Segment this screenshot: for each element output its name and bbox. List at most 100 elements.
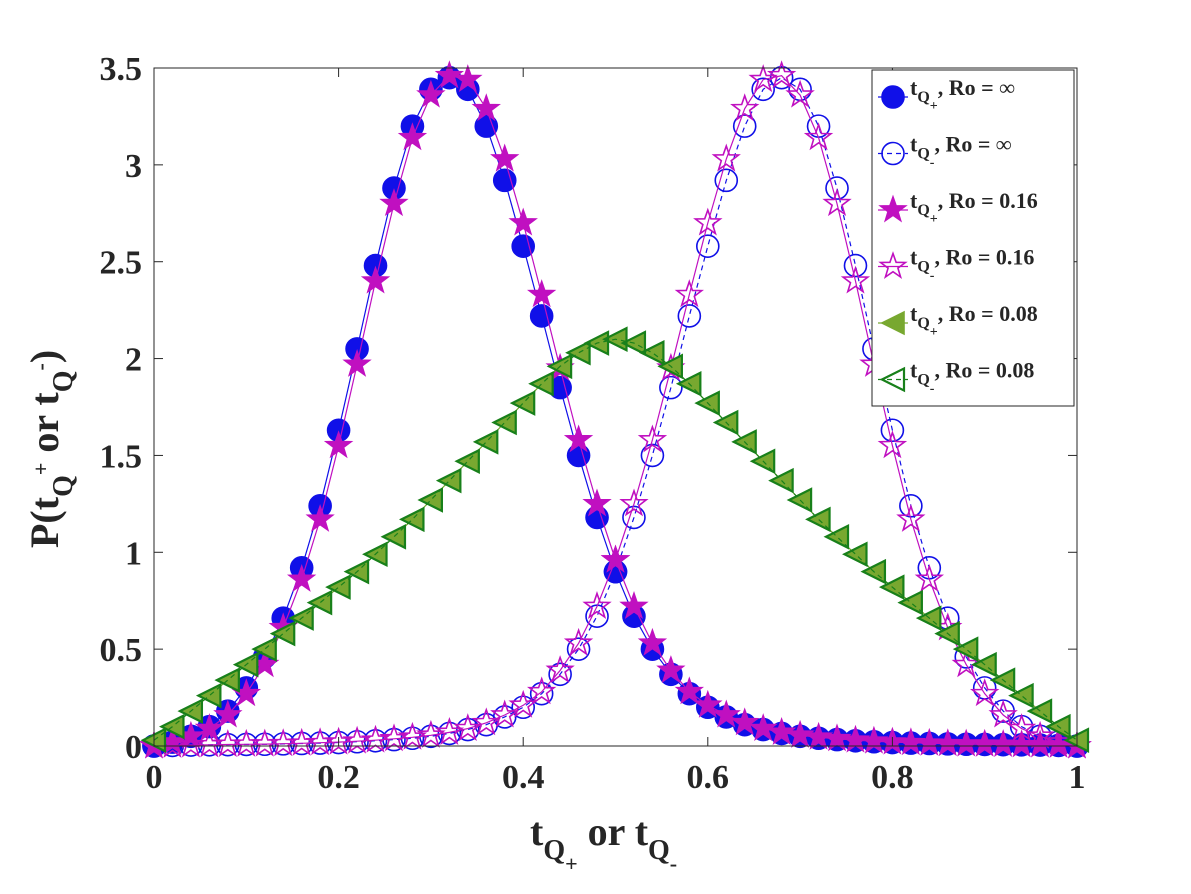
legend-items: tQ+, Ro = ∞tQ-, Ro = ∞tQ+, Ro = 0.16tQ-,… [878, 75, 1038, 397]
series-2-point [714, 168, 739, 193]
y-label-main: P(t [22, 496, 67, 548]
series-4-point [637, 424, 668, 453]
series-4-point [914, 563, 945, 592]
series-4-point [490, 699, 520, 728]
series-6-point [380, 524, 407, 550]
series-6-point [214, 667, 240, 693]
series-4-point [453, 713, 483, 742]
legend-label-sub: Q [917, 259, 929, 276]
y-label-sup-2: - [28, 363, 53, 370]
legend-marker [881, 85, 905, 109]
x-tick-label: 0.2 [317, 759, 360, 796]
series-3-point [619, 591, 649, 619]
series-2-point [843, 253, 868, 278]
series-6-point [878, 574, 905, 600]
legend: tQ+, Ro = ∞tQ-, Ro = ∞tQ+, Ro = 0.16tQ-,… [871, 69, 1075, 407]
legend-marker [878, 194, 908, 223]
y-tick-label: 2 [125, 342, 142, 379]
legend-label-rest: , Ro = 0.08 [938, 301, 1038, 326]
legend-label-sub: Q [917, 89, 929, 106]
series-4-point [896, 503, 926, 532]
series-2-point [566, 637, 591, 661]
legend-marker [879, 366, 906, 393]
series-4-point [822, 188, 852, 217]
series-6-point [694, 390, 720, 416]
series-6-point [952, 636, 979, 662]
legend-label-subsub: + [930, 99, 938, 114]
series-3-point [323, 430, 354, 459]
series-3-point [693, 689, 723, 718]
series-1-point [529, 304, 554, 328]
series-3-point [342, 348, 372, 377]
series-4-point [951, 649, 981, 678]
series-4-point [969, 678, 1000, 707]
legend-label-main: t [910, 75, 918, 100]
legend-marker [878, 251, 908, 279]
legend-label-subsub: + [930, 212, 938, 227]
series-6-point [638, 339, 665, 366]
series-2-point [732, 114, 757, 138]
series-4 [139, 60, 1092, 759]
series-2-point [492, 705, 517, 729]
series-2-point [751, 77, 775, 102]
series-4-point [545, 655, 575, 683]
legend-label: tQ-, Ro = 0.08 [910, 358, 1034, 397]
series-3-point [785, 719, 815, 748]
x-tick-label: 0.6 [687, 759, 730, 796]
y-axis-label: P(tQ+ or tQ-) [22, 350, 79, 548]
legend-label: tQ-, Ro = ∞ [910, 132, 1012, 171]
series-6-line [153, 338, 1078, 741]
series-4-point [526, 676, 557, 705]
series-6-point [805, 506, 831, 533]
series-3-point [397, 122, 428, 151]
series-6-point [491, 409, 517, 436]
legend-label: tQ-, Ro = 0.16 [910, 245, 1034, 284]
series-6-point [842, 541, 868, 568]
series-3-point [563, 424, 594, 453]
legend-label-main: t [910, 188, 918, 213]
series-3-point [674, 676, 705, 705]
series-3-point [840, 724, 871, 753]
series-2-point [437, 721, 462, 746]
series-6-point [509, 390, 536, 416]
series-6-point [528, 370, 554, 397]
x-axis-label: tQ+ or tQ- [530, 809, 677, 876]
series-6-point [731, 429, 757, 455]
series-3-point [748, 713, 778, 742]
legend-label-rest: , Ro = 0.16 [938, 188, 1038, 213]
series-6-point [472, 429, 499, 455]
x-label-sub-2: Q [648, 835, 670, 866]
axis-ticks: 0 0.2 0.4 0.6 0.8 1 0 0.5 1 1.5 2 2.5 3 3.5 [100, 51, 1086, 796]
series-6-point [602, 326, 628, 352]
series-4-point [563, 627, 594, 656]
series-4-point [785, 79, 815, 108]
legend-label-subsub: + [930, 325, 938, 340]
series-6-point [768, 467, 794, 494]
y-tick-label: 1.5 [100, 438, 143, 475]
series-6-point [583, 330, 610, 356]
series-6 [140, 326, 1090, 753]
series-6-point [177, 698, 204, 724]
series-3-point [527, 279, 557, 308]
series-6-point [786, 487, 813, 513]
series-4-point [323, 726, 354, 755]
legend-label: tQ+, Ro = ∞ [910, 75, 1015, 114]
series-4-point [508, 689, 538, 718]
legend-label-main: t [910, 245, 918, 270]
series-1-point [474, 114, 499, 138]
x-label-subsub: + [565, 851, 578, 876]
series-4-point [748, 64, 778, 93]
plot-area-frame [153, 67, 1078, 747]
series-4-point [711, 143, 741, 172]
series-2-point [659, 375, 683, 400]
series-3-point [582, 488, 612, 517]
series-3-point [822, 723, 852, 752]
series-6-point [398, 506, 425, 533]
legend-entry-6: tQ-, Ro = 0.08 [878, 358, 1034, 397]
series-3-point [766, 716, 797, 746]
legend-label-main: t [910, 358, 918, 383]
series-6-point [971, 651, 997, 678]
legend-marker [880, 310, 905, 336]
series-2-point [880, 418, 905, 443]
series-6-point [417, 487, 443, 513]
